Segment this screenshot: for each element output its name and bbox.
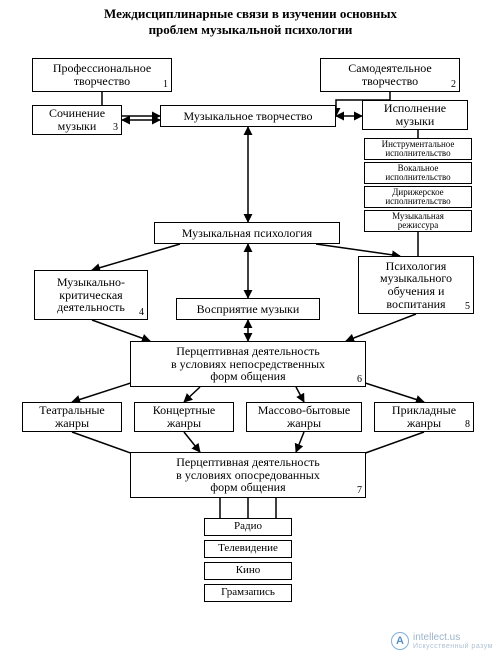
node-theatre: Театральныежанры xyxy=(22,402,122,432)
node-radio-label: Радио xyxy=(234,521,262,533)
node-percep-label: Восприятие музыки xyxy=(197,303,300,316)
edge-18 xyxy=(184,432,200,452)
node-percep: Восприятие музыки xyxy=(176,298,320,320)
node-edu-number: 5 xyxy=(465,302,470,313)
node-prof: Профессиональноетворчество 1 xyxy=(32,58,172,92)
node-comp-label: Сочинениемузыки xyxy=(49,107,105,132)
node-prof-label: Профессиональноетворчество xyxy=(53,62,151,87)
node-instr-label: Инструментальноеисполнительство xyxy=(382,140,455,159)
node-tv-label: Телевидение xyxy=(218,543,278,555)
node-dir: Музыкальнаярежиссура xyxy=(364,210,472,232)
node-crit: Музыкально-критическаядеятельность 4 xyxy=(34,270,148,320)
node-psych: Музыкальная психология xyxy=(154,222,340,244)
edge-11 xyxy=(92,320,150,341)
node-cinema: Кино xyxy=(204,562,292,580)
edge-16 xyxy=(356,380,424,402)
node-amat-label: Самодеятельноетворчество xyxy=(348,62,431,87)
node-concert: Концертныежанры xyxy=(134,402,234,432)
title-line-2: проблем музыкальной психологии xyxy=(149,22,353,37)
node-concert-label: Концертныежанры xyxy=(153,404,215,429)
node-comp: Сочинениемузыки 3 xyxy=(32,105,122,135)
watermark-badge-icon: A xyxy=(391,632,409,650)
edge-7 xyxy=(92,244,180,270)
node-pd2-label: Перцептивная деятельностьв условиях опос… xyxy=(176,456,320,494)
node-creat: Музыкальное творчество xyxy=(160,105,336,127)
node-perf: Исполнениемузыки xyxy=(362,100,468,130)
diagram-title: Междисциплинарные связи в изучении основ… xyxy=(0,6,501,38)
node-pd2-number: 7 xyxy=(357,486,362,497)
node-crit-label: Музыкально-критическаядеятельность xyxy=(57,276,125,314)
edge-19 xyxy=(296,432,304,452)
node-theatre-label: Театральныежанры xyxy=(39,404,104,429)
node-mass-label: Массово-бытовыежанры xyxy=(258,404,351,429)
watermark-sub: Искусственный разум xyxy=(413,643,493,650)
node-tv: Телевидение xyxy=(204,540,292,558)
node-applied-number: 8 xyxy=(465,420,470,431)
node-prof-number: 1 xyxy=(163,80,168,91)
edge-12 xyxy=(346,314,416,341)
title-line-1: Междисциплинарные связи в изучении основ… xyxy=(104,6,397,21)
node-pd1: Перцептивная деятельностьв условиях непо… xyxy=(130,341,366,387)
node-amat: Самодеятельноетворчество 2 xyxy=(320,58,460,92)
node-cond: Дирижерскоеисполнительство xyxy=(364,186,472,208)
node-applied-label: Прикладныежанры xyxy=(392,404,456,429)
node-vocal-label: Вокальноеисполнительство xyxy=(385,164,450,183)
node-mass: Массово-бытовыежанры xyxy=(246,402,362,432)
watermark-brand: intellect.us xyxy=(413,632,460,643)
node-psych-label: Музыкальная психология xyxy=(182,227,312,240)
node-dir-label: Музыкальнаярежиссура xyxy=(392,212,444,231)
node-edu: Психологиямузыкальногообучения ивоспитан… xyxy=(358,256,474,314)
node-amat-number: 2 xyxy=(451,80,456,91)
node-instr: Инструментальноеисполнительство xyxy=(364,138,472,160)
node-radio: Радио xyxy=(204,518,292,536)
watermark: A intellect.us Искусственный разум xyxy=(391,632,493,650)
node-rec-label: Грамзапись xyxy=(221,587,275,599)
node-rec: Грамзапись xyxy=(204,584,292,602)
node-crit-number: 4 xyxy=(139,308,144,319)
node-cinema-label: Кино xyxy=(236,565,261,577)
node-pd2: Перцептивная деятельностьв условиях опос… xyxy=(130,452,366,498)
edge-14 xyxy=(184,387,200,402)
node-vocal: Вокальноеисполнительство xyxy=(364,162,472,184)
node-pd1-number: 6 xyxy=(357,375,362,386)
node-pd1-label: Перцептивная деятельностьв условиях непо… xyxy=(171,345,325,383)
node-creat-label: Музыкальное творчество xyxy=(184,110,313,123)
edge-8 xyxy=(316,244,400,256)
node-cond-label: Дирижерскоеисполнительство xyxy=(385,188,450,207)
node-edu-label: Психологиямузыкальногообучения ивоспитан… xyxy=(380,260,452,310)
node-applied: Прикладныежанры 8 xyxy=(374,402,474,432)
edge-15 xyxy=(296,387,304,402)
node-perf-label: Исполнениемузыки xyxy=(384,102,446,127)
node-comp-number: 3 xyxy=(113,123,118,134)
